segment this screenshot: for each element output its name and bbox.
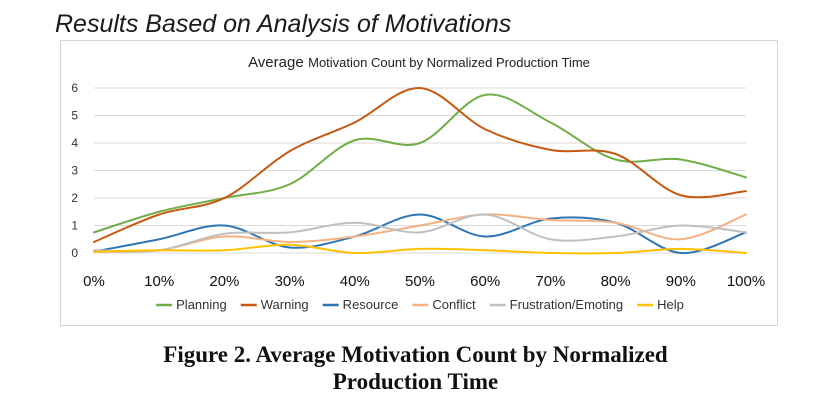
chart-title-lead: Average — [248, 54, 304, 71]
y-tick-label: 3 — [71, 164, 78, 178]
line-chart: Average Motivation Count by Normalized P… — [71, 54, 765, 312]
series-line-planning — [93, 93, 747, 234]
series-line-frustration-emoting — [93, 213, 747, 253]
figure-caption-line-2: Production Time — [332, 369, 499, 394]
series-line-resource — [93, 213, 747, 255]
y-tick-label: 2 — [71, 191, 78, 205]
x-tick-labels: 0% 10% 20% 30% 40% 50% 60% 70% 80% 90% 100% — [83, 273, 765, 290]
legend-label: Planning — [176, 297, 227, 312]
x-tick-label: 100% — [727, 273, 765, 290]
figure-caption-line-1: Figure 2. Average Motivation Count by No… — [163, 342, 668, 367]
legend-item-frustration-emoting: Frustration/Emoting — [489, 297, 623, 312]
y-tick-label: 6 — [71, 81, 78, 95]
x-tick-label: 90% — [666, 273, 696, 290]
x-tick-label: 20% — [209, 273, 239, 290]
x-tick-label: 50% — [405, 273, 435, 290]
legend-label: Conflict — [432, 297, 476, 312]
chart-title-rest: Motivation Count by Normalized Productio… — [308, 55, 590, 70]
x-tick-label: 70% — [535, 273, 565, 290]
legend-item-planning: Planning — [156, 297, 227, 312]
y-tick-label: 0 — [71, 246, 78, 260]
legend-item-conflict: Conflict — [412, 297, 476, 312]
legend: Planning Warning Resource Conflict Frustrati… — [156, 297, 684, 312]
x-tick-label: 0% — [83, 273, 105, 290]
legend-label: Warning — [261, 297, 309, 312]
chart-frame: Average Motivation Count by Normalized P… — [60, 40, 778, 326]
series-line-warning — [93, 86, 747, 243]
series-line-conflict — [93, 213, 747, 253]
x-tick-label: 10% — [144, 273, 174, 290]
y-tick-label: 1 — [71, 219, 78, 233]
y-tick-labels: 0 1 2 3 4 5 6 — [71, 81, 78, 260]
legend-item-help: Help — [637, 297, 684, 312]
x-tick-label: 40% — [340, 273, 370, 290]
legend-item-warning: Warning — [240, 297, 309, 312]
x-tick-label: 80% — [601, 273, 631, 290]
x-tick-label: 30% — [275, 273, 305, 290]
legend-label: Help — [657, 297, 684, 312]
grid-lines — [94, 87, 746, 254]
legend-label: Resource — [343, 297, 399, 312]
x-tick-label: 60% — [470, 273, 500, 290]
legend-label: Frustration/Emoting — [510, 297, 623, 312]
figure-caption: Figure 2. Average Motivation Count by No… — [0, 341, 831, 395]
legend-item-resource: Resource — [322, 297, 399, 312]
series-line-help — [93, 243, 747, 255]
chart-title: Average Motivation Count by Normalized P… — [248, 54, 590, 71]
page-heading: Results Based on Analysis of Motivations — [55, 10, 512, 38]
y-tick-label: 5 — [71, 109, 78, 123]
series-lines — [93, 86, 747, 255]
y-tick-label: 4 — [71, 136, 78, 150]
